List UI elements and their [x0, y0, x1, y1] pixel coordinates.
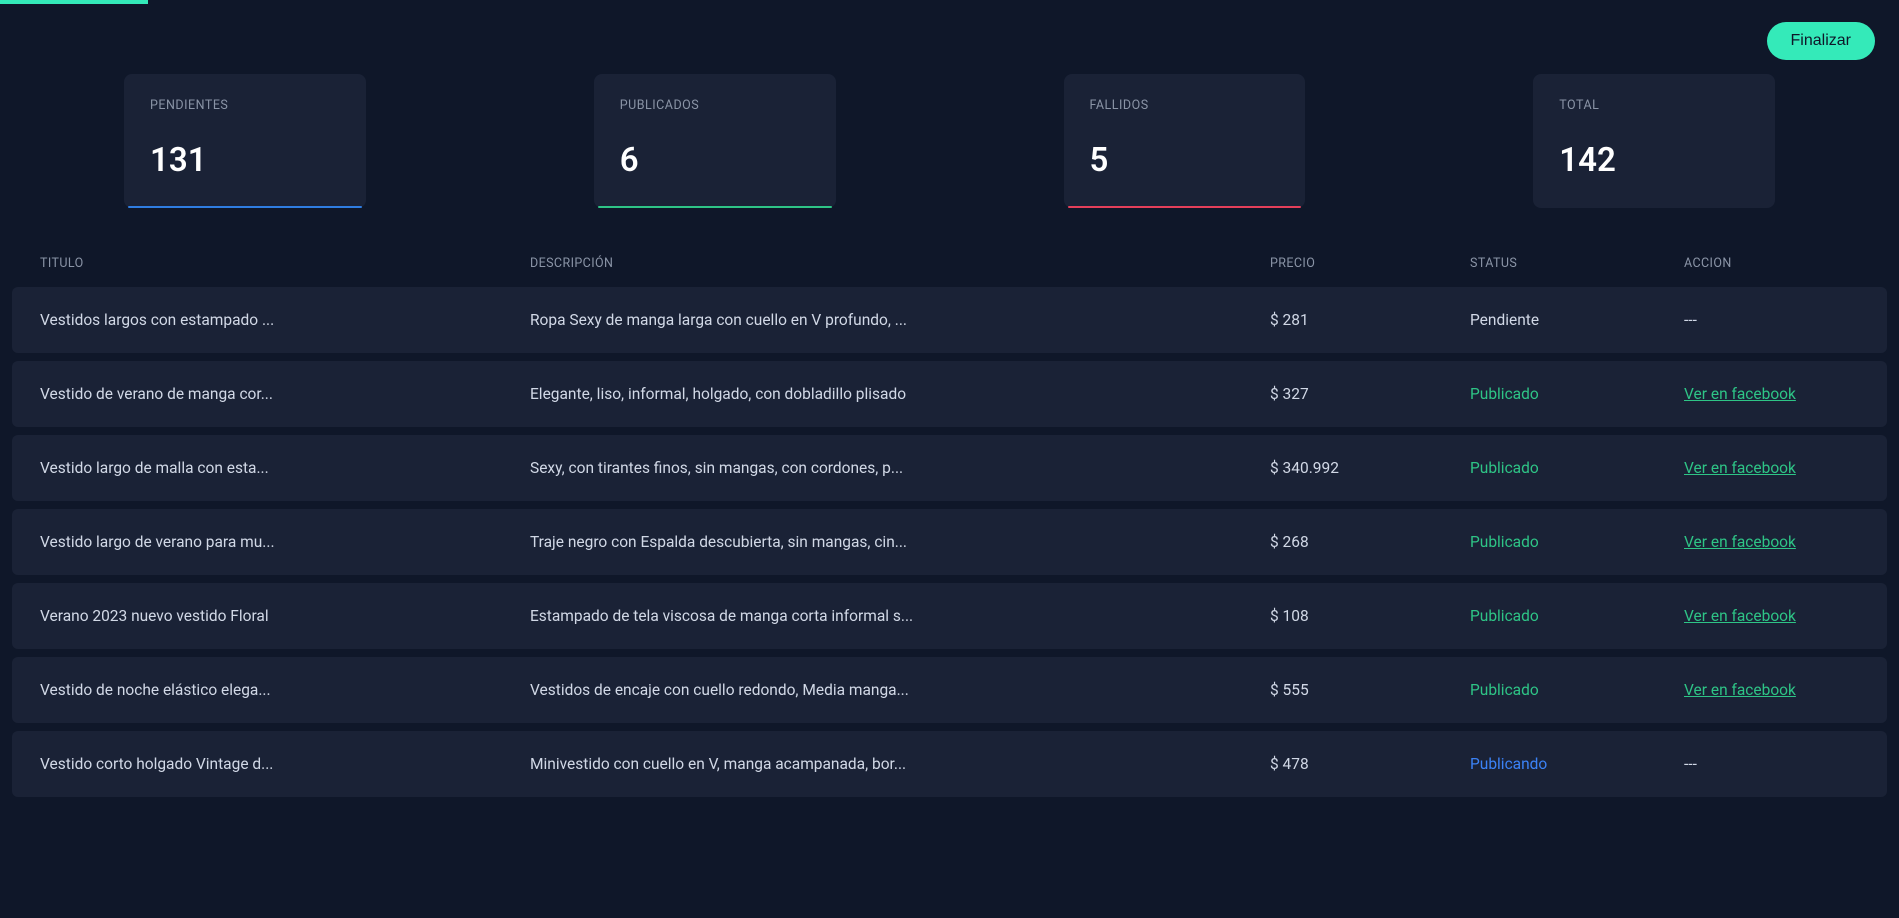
cell-desc: Sexy, con tirantes finos, sin mangas, co… [530, 459, 1270, 477]
stat-card-underline [1068, 206, 1302, 209]
cell-action: Ver en facebook [1684, 533, 1859, 551]
cell-title: Verano 2023 nuevo vestido Floral [40, 607, 530, 625]
stat-card-value: 142 [1559, 141, 1749, 180]
cell-desc: Estampado de tela viscosa de manga corta… [530, 607, 1270, 625]
cell-action: --- [1684, 311, 1859, 329]
cell-status: Publicado [1470, 385, 1684, 403]
table-row: Verano 2023 nuevo vestido FloralEstampad… [12, 583, 1887, 649]
cell-desc: Minivestido con cuello en V, manga acamp… [530, 755, 1270, 773]
col-header-price: PRECIO [1270, 256, 1470, 271]
stat-card-label: FALLIDOS [1090, 98, 1280, 113]
table-row: Vestidos largos con estampado ...Ropa Se… [12, 287, 1887, 353]
cell-price: $ 281 [1270, 311, 1470, 329]
stat-card: PENDIENTES 131 [124, 74, 366, 208]
col-header-desc: DESCRIPCIÓN [530, 256, 1270, 271]
cell-title: Vestido largo de malla con esta... [40, 459, 530, 477]
cell-title: Vestido largo de verano para mu... [40, 533, 530, 551]
cell-title: Vestido de noche elástico elega... [40, 681, 530, 699]
stat-card-underline [128, 206, 362, 209]
view-facebook-link[interactable]: Ver en facebook [1684, 459, 1796, 477]
cell-desc: Traje negro con Espalda descubierta, sin… [530, 533, 1270, 551]
cell-status: Publicado [1470, 459, 1684, 477]
top-bar: Finalizar [0, 4, 1899, 60]
stat-card-label: PENDIENTES [150, 98, 340, 113]
table-body: Vestidos largos con estampado ...Ropa Se… [12, 287, 1887, 797]
cell-price: $ 108 [1270, 607, 1470, 625]
view-facebook-link[interactable]: Ver en facebook [1684, 607, 1796, 625]
cell-status: Publicado [1470, 681, 1684, 699]
cell-price: $ 340.992 [1270, 459, 1470, 477]
cell-action: --- [1684, 755, 1859, 773]
stat-card-value: 5 [1090, 141, 1280, 180]
col-header-title: TITULO [40, 256, 530, 271]
cell-action: Ver en facebook [1684, 459, 1859, 477]
cell-action: Ver en facebook [1684, 607, 1859, 625]
cell-status: Publicando [1470, 755, 1684, 773]
stat-card-label: PUBLICADOS [620, 98, 810, 113]
col-header-action: ACCION [1684, 256, 1859, 271]
table-container: TITULO DESCRIPCIÓN PRECIO STATUS ACCION … [0, 208, 1899, 797]
cell-title: Vestido de verano de manga cor... [40, 385, 530, 403]
stat-card-value: 131 [150, 141, 340, 180]
table-row: Vestido de noche elástico elega...Vestid… [12, 657, 1887, 723]
cell-desc: Ropa Sexy de manga larga con cuello en V… [530, 311, 1270, 329]
stat-card-label: TOTAL [1559, 98, 1749, 113]
stat-card: FALLIDOS 5 [1064, 74, 1306, 208]
col-header-status: STATUS [1470, 256, 1684, 271]
cell-price: $ 268 [1270, 533, 1470, 551]
stat-card: PUBLICADOS 6 [594, 74, 836, 208]
table-header: TITULO DESCRIPCIÓN PRECIO STATUS ACCION [12, 256, 1887, 287]
cell-desc: Vestidos de encaje con cuello redondo, M… [530, 681, 1270, 699]
cell-price: $ 327 [1270, 385, 1470, 403]
view-facebook-link[interactable]: Ver en facebook [1684, 533, 1796, 551]
cell-price: $ 555 [1270, 681, 1470, 699]
cell-action: Ver en facebook [1684, 385, 1859, 403]
stats-cards-row: PENDIENTES 131 PUBLICADOS 6 FALLIDOS 5 TOTAL 14… [0, 60, 1899, 208]
action-placeholder: --- [1684, 755, 1697, 773]
cell-title: Vestidos largos con estampado ... [40, 311, 530, 329]
table-row: Vestido corto holgado Vintage d...Minive… [12, 731, 1887, 797]
cell-status: Publicado [1470, 607, 1684, 625]
cell-action: Ver en facebook [1684, 681, 1859, 699]
table-row: Vestido largo de malla con esta...Sexy, … [12, 435, 1887, 501]
action-placeholder: --- [1684, 311, 1697, 329]
cell-title: Vestido corto holgado Vintage d... [40, 755, 530, 773]
finalize-button[interactable]: Finalizar [1767, 22, 1875, 60]
cell-status: Publicado [1470, 533, 1684, 551]
stat-card: TOTAL 142 [1533, 74, 1775, 208]
cell-price: $ 478 [1270, 755, 1470, 773]
table-row: Vestido largo de verano para mu...Traje … [12, 509, 1887, 575]
cell-status: Pendiente [1470, 311, 1684, 329]
table-row: Vestido de verano de manga cor...Elegant… [12, 361, 1887, 427]
cell-desc: Elegante, liso, informal, holgado, con d… [530, 385, 1270, 403]
view-facebook-link[interactable]: Ver en facebook [1684, 385, 1796, 403]
view-facebook-link[interactable]: Ver en facebook [1684, 681, 1796, 699]
stat-card-underline [598, 206, 832, 209]
stat-card-value: 6 [620, 141, 810, 180]
